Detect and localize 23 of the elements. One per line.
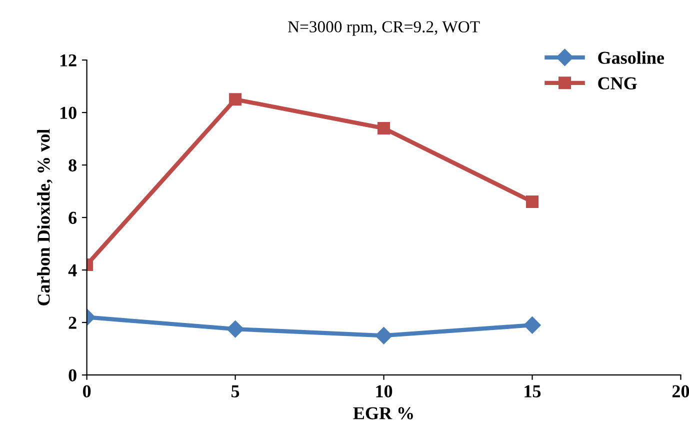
legend-label: Gasoline [598,51,664,64]
y-axis-title: Carbon Dioxide, % vol [37,129,52,306]
x-tick-label: 15 [524,385,541,398]
point [226,320,244,338]
legend-label: CNG [598,77,637,90]
x-tick-label: 0 [82,385,91,398]
y-tick-label: 8 [68,159,76,172]
point [378,122,390,135]
y-tick-label: 6 [68,212,77,224]
y-tick-label: 0 [68,369,76,382]
y-tick-label: 12 [60,54,76,66]
point [526,196,539,208]
point [229,93,242,106]
chart-title: N=3000 rpm, CR=9.2, WOT [288,21,480,36]
x-axis-title: EGR % [353,407,413,420]
x-tick-label: 5 [232,385,240,398]
x-tick-label: 20 [672,385,689,398]
y-tick-label: 2 [68,316,76,329]
point [375,327,392,344]
x-tick-label: 10 [376,385,392,398]
point [524,316,541,334]
y-tick-label: 4 [68,264,77,276]
y-tick-label: 10 [60,106,76,119]
